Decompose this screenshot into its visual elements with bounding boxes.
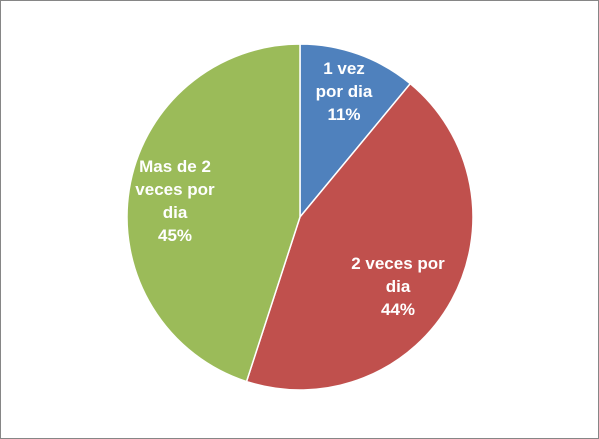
pie-slice-3 — [126, 43, 301, 383]
slice-label-1-line-1: 1 vez — [323, 59, 365, 78]
pie-slice-1 — [299, 43, 412, 220]
slice-label-3: Mas de 2 veces por dia 45% — [135, 157, 215, 245]
slice-label-2-line-3: 44% — [381, 300, 415, 319]
slice-label-2: 2 veces por dia 44% — [351, 254, 445, 319]
slice-label-3-line-3: dia — [163, 203, 188, 222]
slice-label-2-line-1: 2 veces por — [351, 254, 445, 273]
slice-label-3-line-1: Mas de 2 — [139, 157, 211, 176]
slice-label-1-line-3: 11% — [327, 105, 360, 124]
slice-label-3-line-2: veces por — [135, 180, 215, 199]
slice-label-3-line-4: 45% — [158, 226, 192, 245]
slice-label-1-line-2: por dia — [316, 82, 373, 101]
pie-slice-2 — [245, 82, 474, 391]
slice-label-2-line-2: dia — [386, 277, 411, 296]
slice-label-1: 1 vez por dia 11% — [316, 59, 373, 124]
